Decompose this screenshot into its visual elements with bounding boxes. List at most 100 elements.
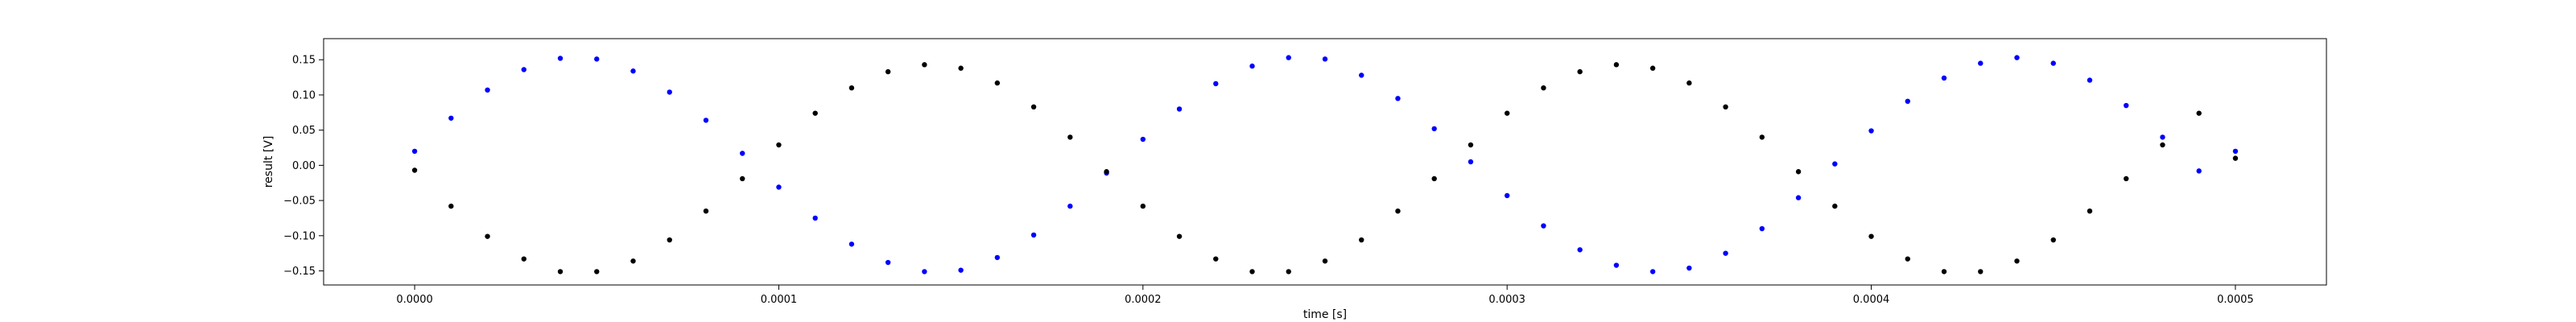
series-2-point [2160,142,2165,148]
series-2-point [1359,237,1364,243]
series-2-point [557,269,564,275]
series-2-point [848,85,855,91]
series-1-point [1213,80,1219,87]
series-2-point [1868,233,1874,239]
series-2-point [1504,110,1510,116]
series-2-point [1613,62,1620,68]
series-2-point [1686,80,1692,86]
series-2-point [1468,142,1474,148]
series-2-point [740,175,745,182]
series-2-point [922,62,927,68]
plot-area [411,55,2239,275]
series-2-point [1649,65,1656,71]
series-2-point [1395,208,1401,214]
series-2 [411,62,2239,275]
series-1-point [776,184,782,190]
series-1-point [1286,55,1291,60]
series-1-point [2160,134,2165,140]
series-1-point [1686,265,1692,271]
series-1 [411,55,2239,275]
series-1-point [2124,102,2129,109]
series-2-point [885,68,891,75]
series-1-point [1431,126,1437,132]
x-tick-label: 0.0005 [2217,294,2254,306]
series-1-point [557,56,564,61]
x-axis-label: time [s] [1303,308,1347,321]
series-2-point [594,269,600,275]
series-1-point [1322,56,1328,62]
y-tick-label: −0.05 [283,196,316,208]
y-tick-label: 0.10 [292,89,316,101]
series-2-point [411,167,418,173]
series-1-point [2232,148,2239,155]
series-2-point [958,65,964,71]
series-1-point [594,56,600,62]
series-1-point [2014,55,2020,60]
series-1-point [411,148,418,155]
series-2-point [630,258,636,264]
series-2-point [1249,269,1255,275]
series-1-point [1613,262,1620,268]
series-1-point [2196,168,2202,174]
series-2-point [448,203,454,209]
x-tick-label: 0.0004 [1853,294,1890,306]
series-1-point [1905,98,1910,105]
series-1-point [1395,96,1401,101]
series-1-point [1723,250,1728,256]
y-tick-label: 0.00 [292,160,316,172]
series-2-point [1431,175,1437,182]
y-tick-label: 0.15 [292,55,316,67]
series-2-point [703,208,709,214]
series-1-point [2087,77,2093,83]
series-1-point [1577,247,1583,253]
series-1-point [1504,192,1510,199]
series-2-point [1067,134,1073,140]
series-1-point [1468,159,1474,165]
series-2-point [1577,68,1583,75]
series-2-point [1795,169,1802,175]
y-tick-label: 0.05 [292,125,316,137]
x-tick-label: 0.0000 [396,294,433,306]
x-tick-label: 0.0002 [1125,294,1162,306]
y-tick-label: −0.15 [283,266,316,278]
series-2-point [1832,203,1838,209]
series-1-point [848,242,855,247]
series-1-point [1978,60,1984,66]
series-1-point [994,254,1001,261]
series-1-point [448,115,454,121]
x-tick-label: 0.0003 [1488,294,1525,306]
series-1-point [521,67,526,72]
series-1-point [1249,63,1255,69]
series-2-point [776,142,782,148]
series-1-point [1795,195,1802,200]
series-2-point [2014,258,2020,264]
series-1-point [630,68,636,74]
series-1-point [703,118,709,123]
series-1-point [1832,161,1838,167]
series-2-point [1104,169,1109,175]
series-2-point [1905,256,1910,262]
series-2-point [994,80,1001,86]
series-2-point [1322,258,1328,264]
series-1-point [667,89,672,95]
series-1-point [885,259,891,266]
series-2-point [1759,134,1765,140]
series-2-point [485,233,490,239]
series-1-point [812,215,818,221]
series-1-point [1176,106,1183,112]
series-2-point [521,256,526,262]
series-1-point [740,151,745,156]
series-1-point [1868,128,1874,134]
series-1-point [1359,72,1364,78]
series-2-point [1213,256,1219,262]
series-2-point [2124,175,2129,182]
series-1-point [1140,136,1146,142]
y-tick-label: −0.10 [283,230,316,242]
series-2-point [2087,208,2093,214]
series-2-point [1176,233,1183,239]
series-2-point [2196,110,2202,116]
series-1-point [1541,223,1546,229]
series-1-point [1030,232,1037,238]
